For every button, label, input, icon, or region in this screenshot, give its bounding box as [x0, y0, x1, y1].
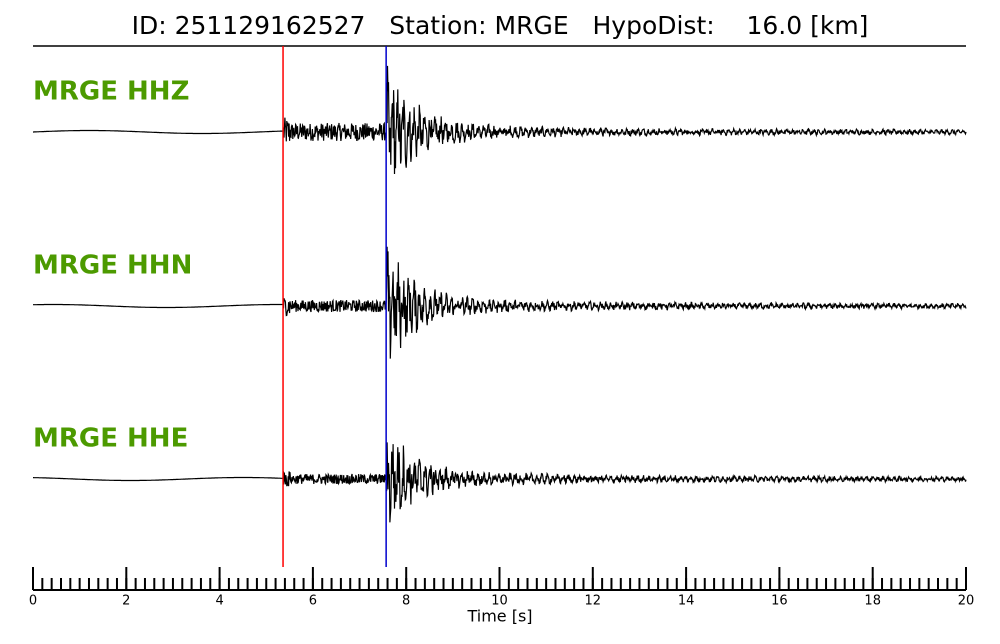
- x-tick-label: 0: [29, 594, 37, 609]
- x-tick-label: 16: [771, 594, 788, 609]
- x-tick-label: 20: [958, 594, 975, 609]
- trace-label: MRGE HHN: [33, 251, 192, 281]
- waveform: [33, 246, 967, 359]
- x-tick-label: 10: [491, 594, 508, 609]
- x-tick-label: 12: [585, 594, 602, 609]
- x-axis-label: Time [s]: [466, 607, 532, 626]
- x-tick-label: 18: [864, 594, 881, 609]
- x-tick-label: 14: [678, 594, 695, 609]
- waveform: [33, 65, 967, 175]
- chart-title: ID: 251129162527 Station: MRGE HypoDist:…: [132, 11, 869, 40]
- waveform: [33, 442, 967, 523]
- x-tick-label: 2: [122, 594, 130, 609]
- x-tick-label: 4: [215, 594, 223, 609]
- x-tick-label: 8: [402, 594, 410, 609]
- trace-label: MRGE HHE: [33, 424, 188, 454]
- trace-label: MRGE HHZ: [33, 77, 189, 107]
- x-tick-label: 6: [309, 594, 317, 609]
